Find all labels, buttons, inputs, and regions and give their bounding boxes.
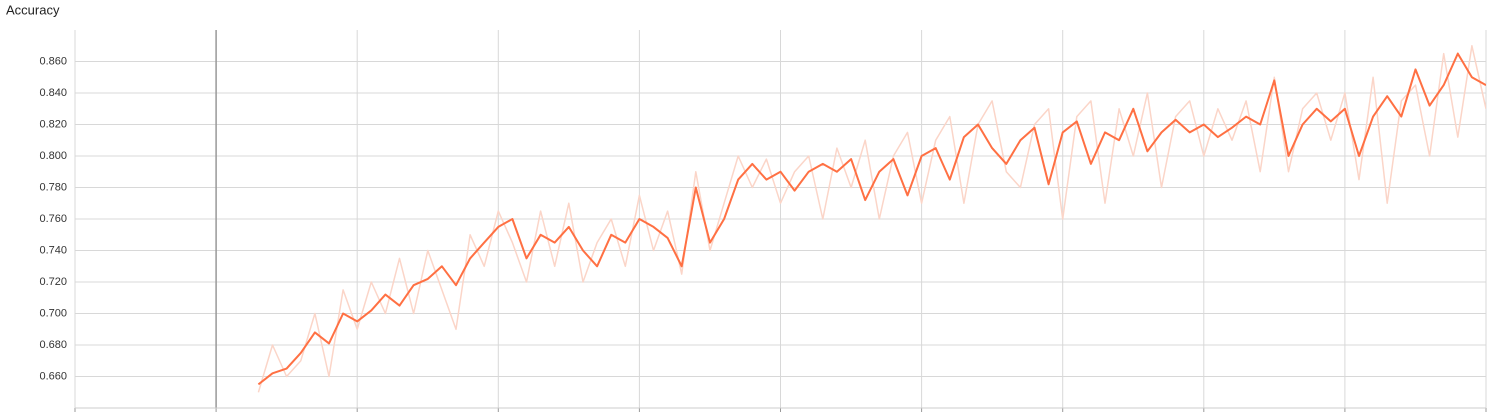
chart-title: Accuracy bbox=[6, 2, 60, 17]
y-tick-label: 0.740 bbox=[39, 244, 67, 256]
y-tick-label: 0.820 bbox=[39, 118, 67, 130]
y-tick-label: 0.840 bbox=[39, 87, 67, 99]
y-tick-label: 0.760 bbox=[39, 213, 67, 225]
series-line bbox=[257, 45, 1486, 393]
y-tick-label: 0.700 bbox=[39, 307, 67, 319]
y-tick-label: 0.800 bbox=[39, 150, 67, 162]
y-tick-label: 0.780 bbox=[39, 181, 67, 193]
y-tick-label: 0.720 bbox=[39, 276, 67, 288]
y-tick-label: 0.860 bbox=[39, 55, 67, 67]
y-tick-label: 0.680 bbox=[39, 339, 67, 351]
series-line bbox=[257, 52, 1486, 386]
y-tick-label: 0.660 bbox=[39, 370, 67, 382]
